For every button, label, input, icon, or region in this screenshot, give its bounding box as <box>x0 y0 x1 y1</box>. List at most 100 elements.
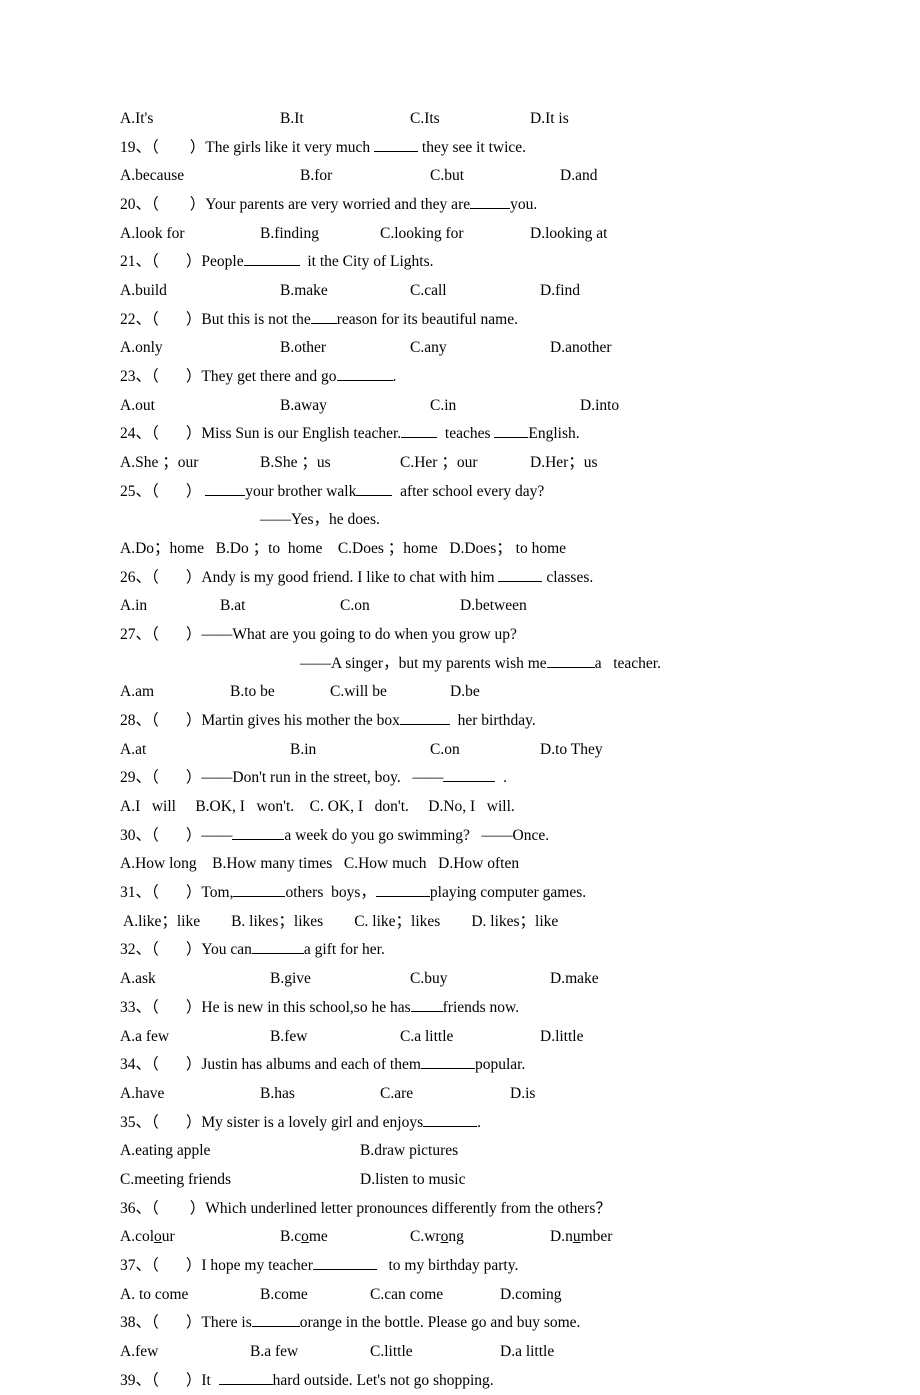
stem-text: reason for its beautiful name. <box>337 311 518 328</box>
opt-a: A.am <box>120 678 230 707</box>
q20-stem: 20、（ ）Your parents are very worried and … <box>120 191 800 220</box>
q21-stem: 21、（ ）People it the City of Lights. <box>120 248 800 277</box>
q19-stem: 19、（ ）The girls like it very much they s… <box>120 134 800 163</box>
opt-c: C.will be <box>330 678 450 707</box>
opt-b: B.at <box>220 592 340 621</box>
stem-text: orange in the bottle. Please go and buy … <box>300 1314 581 1331</box>
q-num: 19、（ ） <box>120 139 205 156</box>
stem-text: a teacher. <box>595 655 661 672</box>
opt-a: A.a few <box>120 1023 270 1052</box>
opt-c: C.on <box>430 736 540 765</box>
q34-options: A.have B.has C.are D.is <box>120 1080 800 1109</box>
stem-text: others boys， <box>285 884 375 901</box>
opt-d: D.number <box>550 1223 612 1252</box>
stem-text: a week do you go swimming? ——Once. <box>284 827 549 844</box>
opt-d: D.find <box>540 277 580 306</box>
stem-text: popular. <box>475 1056 525 1073</box>
opt-c: C.but <box>430 162 560 191</box>
opt-b: B.a few <box>250 1338 370 1367</box>
q-num: 31、（ ） <box>120 884 201 901</box>
stem-text: it the City of Lights. <box>300 253 434 270</box>
stem-text: Andy is my good friend. I like to chat w… <box>201 569 498 586</box>
blank <box>244 250 300 267</box>
blank <box>252 938 304 955</box>
stem-text: teaches <box>437 425 494 442</box>
q-num: 27、（ ） <box>120 626 201 643</box>
q-num: 21、（ ） <box>120 253 201 270</box>
opt-c: C.any <box>410 334 550 363</box>
stem-text: They get there and go <box>201 368 336 385</box>
opt-d: D.be <box>450 678 480 707</box>
opt-b: B.give <box>270 965 410 994</box>
underlined-letter: o <box>154 1228 162 1245</box>
q-num: 26、（ ） <box>120 569 201 586</box>
opt-a: A.out <box>120 392 280 421</box>
q35-options-row2: C.meeting friends D.listen to music <box>120 1166 800 1195</box>
q-num: 29、（ ） <box>120 769 201 786</box>
q27-options: A.am B.to be C.will be D.be <box>120 678 800 707</box>
blank <box>401 422 437 439</box>
q22-options: A.only B.other C.any D.another <box>120 334 800 363</box>
opt-c: C.buy <box>410 965 550 994</box>
stem-text: I hope my teacher <box>201 1257 312 1274</box>
opt-b: B.other <box>280 334 410 363</box>
stem-text: You can <box>201 941 252 958</box>
q-num: 35、（ ） <box>120 1114 201 1131</box>
opt-pre: A.col <box>120 1228 154 1245</box>
blank <box>233 881 285 898</box>
q19-options: A.because B.for C.but D.and <box>120 162 800 191</box>
q27-stem: 27、（ ）——What are you going to do when yo… <box>120 621 800 650</box>
stem-text: . <box>477 1114 481 1131</box>
opt-c: C.little <box>370 1338 500 1367</box>
q34-stem: 34、（ ）Justin has albums and each of them… <box>120 1051 800 1080</box>
q24-options: A.She ；our B.She ；us C.Her ；our D.Her；us <box>120 449 800 478</box>
stem-text: ——A singer，but my parents wish me <box>300 655 547 672</box>
stem-text: ——What are you going to do when you grow… <box>201 626 517 643</box>
opt-c: C.are <box>380 1080 510 1109</box>
stem-text: your brother walk <box>245 483 356 500</box>
opt-d: D.between <box>460 592 527 621</box>
q-num: 28、（ ） <box>120 712 201 729</box>
opt-d: D.coming <box>500 1281 562 1310</box>
q35-stem: 35、（ ）My sister is a lovely girl and enj… <box>120 1109 800 1138</box>
q25-options: A.Do；home B.Do ；to home C.Does ；home D.D… <box>120 535 800 564</box>
q31-options: A.like；like B. likes；likes C. like；likes… <box>120 908 800 937</box>
opt-d: D.another <box>550 334 612 363</box>
opt-a: A.colour <box>120 1223 280 1252</box>
q28-options: A.at B.in C.on D.to They <box>120 736 800 765</box>
opt-c: C.Her ；our <box>400 449 530 478</box>
q30-options: A.How long B.How many times C.How much D… <box>120 850 800 879</box>
stem-text: you. <box>510 196 537 213</box>
q32-stem: 32、（ ）You cana gift for her. <box>120 936 800 965</box>
stem-text: ——Don't run in the street, boy. —— <box>201 769 443 786</box>
blank <box>421 1053 475 1070</box>
opt-b: B.It <box>280 105 410 134</box>
opt-b: B.has <box>260 1080 380 1109</box>
q23-options: A.out B.away C.in D.into <box>120 392 800 421</box>
q-num: 34、（ ） <box>120 1056 201 1073</box>
q30-stem: 30、（ ）——a week do you go swimming? ——Onc… <box>120 822 800 851</box>
exam-page: A.It's B.It C.Its D.It is 19、（ ）The girl… <box>0 0 920 1302</box>
q26-options: A.in B.at C.on D.between <box>120 592 800 621</box>
stem-text: Miss Sun is our English teacher. <box>201 425 401 442</box>
stem-text: her birthday. <box>450 712 536 729</box>
opt-post: mber <box>581 1228 613 1245</box>
opt-d: D.to They <box>540 736 603 765</box>
stem-text: There is <box>201 1314 251 1331</box>
opt-a: A.in <box>120 592 220 621</box>
stem-text: they see it twice. <box>418 139 526 156</box>
stem-text: classes. <box>542 569 593 586</box>
opt-a: A. to come <box>120 1281 260 1310</box>
q-num: 33、（ ） <box>120 999 201 1016</box>
stem-text: People <box>201 253 243 270</box>
opt-b: B.few <box>270 1023 400 1052</box>
q-num: 39、（ ） <box>120 1372 201 1389</box>
blank <box>494 422 528 439</box>
q37-stem: 37、（ ）I hope my teacher to my birthday p… <box>120 1252 800 1281</box>
opt-c: C.on <box>340 592 460 621</box>
opt-d: D.It is <box>530 105 569 134</box>
opt-c: C.call <box>410 277 540 306</box>
q-num: 36、（ ） <box>120 1200 205 1217</box>
blank <box>411 995 443 1012</box>
opt-b: B.come <box>260 1281 370 1310</box>
